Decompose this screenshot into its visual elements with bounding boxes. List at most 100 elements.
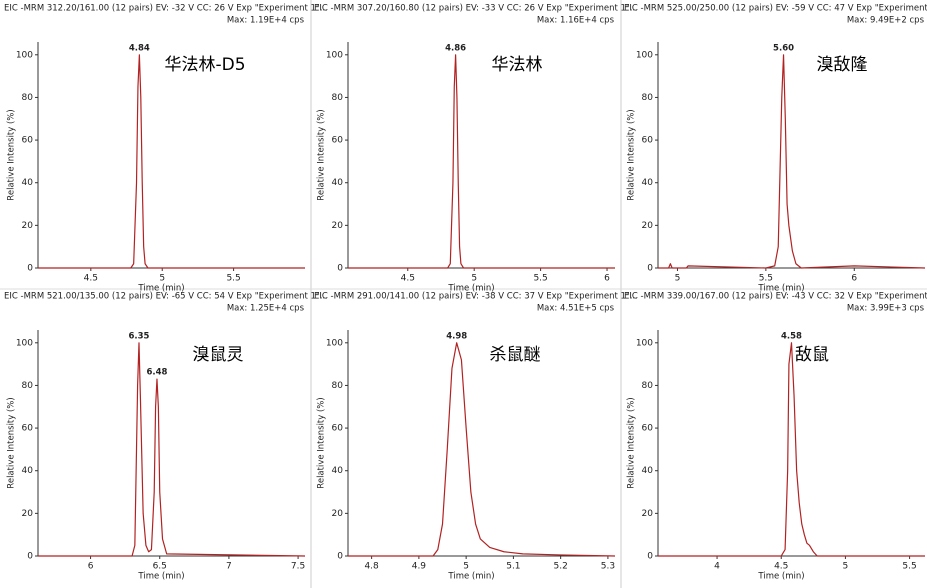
y-axis-label: Relative Intensity (%) bbox=[317, 109, 327, 200]
x-tick-label: 7 bbox=[226, 562, 232, 572]
compound-name: 华法林 bbox=[492, 55, 543, 75]
compound-name: 敌鼠 bbox=[795, 345, 829, 365]
y-tick-label: 40 bbox=[22, 466, 34, 476]
y-tick-label: 60 bbox=[22, 136, 34, 146]
x-tick-label: 5 bbox=[471, 274, 477, 284]
y-tick-label: 40 bbox=[332, 466, 344, 476]
x-tick-label: 6 bbox=[851, 274, 857, 284]
y-tick-label: 40 bbox=[642, 466, 654, 476]
y-tick-label: 60 bbox=[22, 424, 34, 434]
y-tick-label: 20 bbox=[642, 509, 654, 519]
x-tick-label: 4.5 bbox=[401, 274, 415, 284]
y-tick-label: 80 bbox=[642, 93, 654, 103]
peak-label: 6.35 bbox=[128, 331, 149, 341]
y-tick-label: 20 bbox=[332, 221, 344, 231]
y-tick-label: 80 bbox=[332, 93, 344, 103]
y-axis-label: Relative Intensity (%) bbox=[7, 397, 17, 488]
x-tick-label: 4.5 bbox=[84, 274, 98, 284]
x-axis-label: Time (min) bbox=[757, 572, 804, 582]
x-tick-label: 6.5 bbox=[153, 562, 167, 572]
y-tick-label: 80 bbox=[332, 381, 344, 391]
panel-header: EIC -MRM 339.00/167.00 (12 pairs) EV: -4… bbox=[624, 292, 927, 302]
x-tick-label: 6 bbox=[88, 562, 94, 572]
x-tick-label: 5 bbox=[159, 274, 165, 284]
y-tick-label: 40 bbox=[332, 178, 344, 188]
chromatogram-line bbox=[38, 54, 305, 269]
y-axis-label: Relative Intensity (%) bbox=[7, 109, 17, 200]
compound-name: 溴敌隆 bbox=[817, 55, 868, 75]
chromatogram-line bbox=[38, 342, 306, 557]
y-tick-label: 100 bbox=[16, 338, 33, 348]
max-intensity: Max: 1.19E+4 cps bbox=[227, 16, 305, 26]
peak-label: 4.86 bbox=[445, 43, 466, 53]
x-tick-label: 5.5 bbox=[533, 274, 547, 284]
y-tick-label: 0 bbox=[647, 552, 653, 562]
y-tick-label: 0 bbox=[27, 264, 33, 274]
compound-name: 华法林-D5 bbox=[164, 55, 245, 75]
y-axis-label: Relative Intensity (%) bbox=[317, 397, 327, 488]
y-tick-label: 100 bbox=[16, 50, 33, 60]
max-intensity: Max: 1.16E+4 cps bbox=[537, 16, 615, 26]
panel-header: EIC -MRM 312.20/161.00 (12 pairs) EV: -3… bbox=[4, 4, 328, 14]
x-axis-label: Time (min) bbox=[137, 284, 184, 294]
chromatogram-line bbox=[658, 54, 926, 269]
x-axis-label: Time (min) bbox=[757, 284, 804, 294]
y-tick-label: 60 bbox=[332, 136, 344, 146]
y-tick-label: 0 bbox=[647, 264, 653, 274]
y-tick-label: 20 bbox=[22, 221, 34, 231]
y-tick-label: 40 bbox=[22, 178, 34, 188]
y-axis-label: Relative Intensity (%) bbox=[627, 397, 637, 488]
x-axis-label: Time (min) bbox=[137, 572, 184, 582]
x-tick-label: 4.9 bbox=[412, 562, 427, 572]
x-tick-label: 7.5 bbox=[291, 562, 305, 572]
chromatogram-line bbox=[348, 342, 616, 557]
x-tick-label: 5.5 bbox=[759, 274, 773, 284]
x-axis-label: Time (min) bbox=[447, 572, 494, 582]
x-tick-label: 4.8 bbox=[364, 562, 379, 572]
y-tick-label: 80 bbox=[22, 93, 34, 103]
max-intensity: Max: 3.99E+3 cps bbox=[847, 304, 925, 314]
chromatogram-line bbox=[658, 342, 925, 557]
x-tick-label: 5.1 bbox=[506, 562, 520, 572]
y-tick-label: 100 bbox=[636, 338, 653, 348]
x-tick-label: 5.5 bbox=[226, 274, 240, 284]
peak-label: 5.60 bbox=[773, 43, 794, 53]
x-tick-label: 5 bbox=[463, 562, 469, 572]
y-axis-label: Relative Intensity (%) bbox=[627, 109, 637, 200]
y-tick-label: 60 bbox=[642, 424, 654, 434]
compound-name: 溴鼠灵 bbox=[193, 345, 244, 365]
x-tick-label: 4.5 bbox=[774, 562, 788, 572]
y-tick-label: 100 bbox=[326, 338, 343, 348]
x-tick-label: 5.2 bbox=[553, 562, 567, 572]
panel-header: EIC -MRM 525.00/250.00 (12 pairs) EV: -5… bbox=[624, 4, 927, 14]
peak-label: 6.48 bbox=[146, 368, 167, 378]
y-tick-label: 80 bbox=[22, 381, 34, 391]
max-intensity: Max: 4.51E+5 cps bbox=[537, 304, 615, 314]
panel-header: EIC -MRM 307.20/160.80 (12 pairs) EV: -3… bbox=[314, 4, 638, 14]
x-tick-label: 5 bbox=[843, 562, 849, 572]
compound-name: 杀鼠醚 bbox=[490, 345, 541, 365]
y-tick-label: 0 bbox=[27, 552, 33, 562]
max-intensity: Max: 1.25E+4 cps bbox=[227, 304, 305, 314]
y-tick-label: 80 bbox=[642, 381, 654, 391]
y-tick-label: 0 bbox=[337, 264, 343, 274]
max-intensity: Max: 9.49E+2 cps bbox=[847, 16, 925, 26]
x-tick-label: 5.3 bbox=[601, 562, 615, 572]
y-tick-label: 100 bbox=[636, 50, 653, 60]
x-tick-label: 5.5 bbox=[902, 562, 916, 572]
peak-label: 4.84 bbox=[129, 43, 150, 53]
y-tick-label: 20 bbox=[332, 509, 344, 519]
chromatogram-line bbox=[348, 54, 615, 269]
x-tick-label: 6 bbox=[604, 274, 610, 284]
panel-header: EIC -MRM 521.00/135.00 (12 pairs) EV: -6… bbox=[4, 292, 328, 302]
x-tick-label: 4 bbox=[714, 562, 720, 572]
y-tick-label: 60 bbox=[642, 136, 654, 146]
y-tick-label: 100 bbox=[326, 50, 343, 60]
y-tick-label: 40 bbox=[642, 178, 654, 188]
peak-label: 4.58 bbox=[781, 331, 802, 341]
y-tick-label: 0 bbox=[337, 552, 343, 562]
peak-label: 4.98 bbox=[446, 331, 467, 341]
y-tick-label: 20 bbox=[22, 509, 34, 519]
y-tick-label: 60 bbox=[332, 424, 344, 434]
